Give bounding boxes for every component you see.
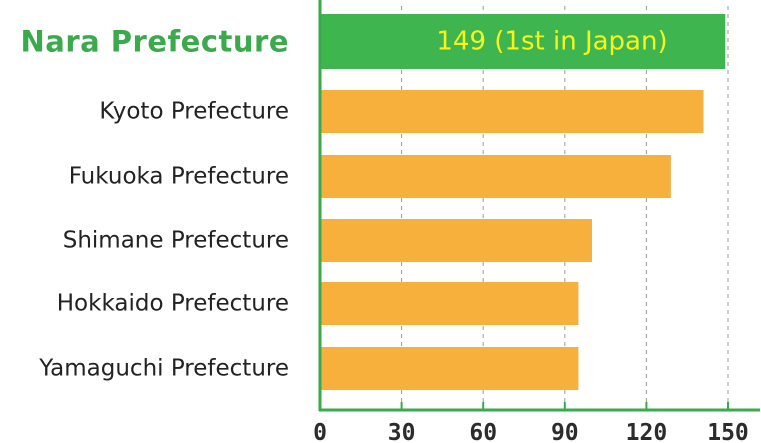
highlight-bar-label: 149 (1st in Japan) bbox=[436, 27, 667, 57]
category-label: Shimane Prefecture bbox=[63, 228, 289, 254]
bar-fukuoka-prefecture bbox=[321, 155, 671, 198]
x-tick-label: 90 bbox=[551, 420, 579, 443]
grid-lines bbox=[401, 6, 729, 410]
bar-nara-prefecture bbox=[321, 14, 726, 69]
x-tick-label: 0 bbox=[313, 420, 327, 443]
category-label: Yamaguchi Prefecture bbox=[38, 356, 289, 382]
category-label: Nara Prefecture bbox=[21, 25, 290, 59]
x-tick-label: 120 bbox=[626, 420, 668, 443]
bar-yamaguchi-prefecture bbox=[321, 347, 579, 390]
bar-kyoto-prefecture bbox=[321, 90, 704, 133]
bar-shimane-prefecture bbox=[321, 219, 592, 262]
bars bbox=[321, 14, 726, 390]
category-labels: Nara Prefecture Kyoto Prefecture Fukuoka P… bbox=[21, 25, 290, 382]
axes bbox=[318, 0, 760, 412]
category-label: Kyoto Prefecture bbox=[99, 99, 289, 125]
x-tick-label: 60 bbox=[469, 420, 497, 443]
x-tick-labels: 0 30 60 90 120 150 bbox=[313, 420, 749, 443]
x-tick-label: 30 bbox=[388, 420, 416, 443]
category-label: Fukuoka Prefecture bbox=[69, 164, 289, 190]
category-label: Hokkaido Prefecture bbox=[57, 291, 289, 317]
bar-hokkaido-prefecture bbox=[321, 282, 579, 325]
x-tick-label: 150 bbox=[707, 420, 749, 443]
